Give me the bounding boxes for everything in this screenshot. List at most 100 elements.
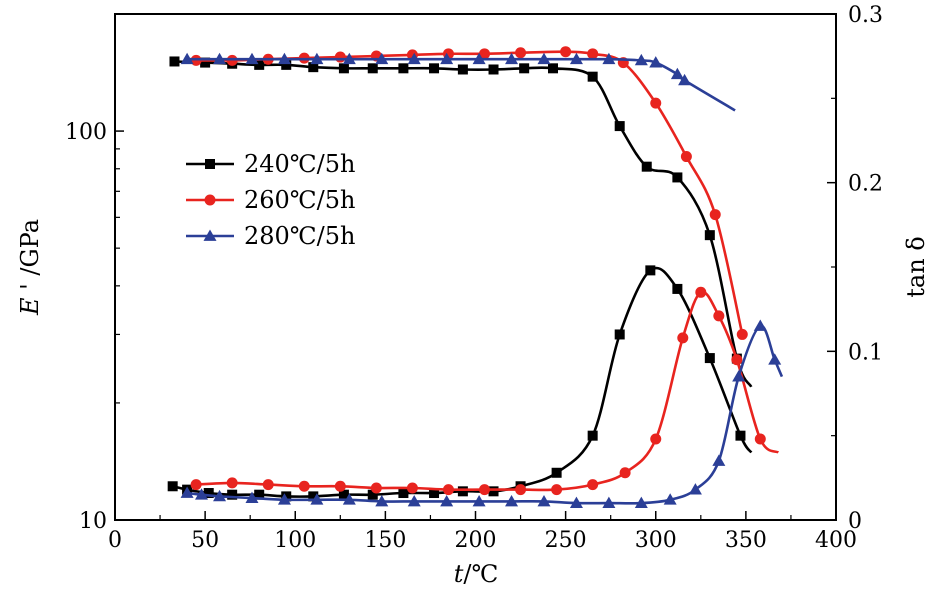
- x-tick-label: 300: [635, 528, 677, 553]
- y-left-tick-label: 10: [79, 509, 107, 534]
- modulus-point: [277, 52, 291, 65]
- tan-delta-point: [190, 479, 202, 491]
- legend-label: 280℃/5h: [244, 222, 355, 250]
- x-tick-label: 50: [191, 528, 219, 553]
- modulus-point: [569, 52, 583, 65]
- modulus-point: [670, 67, 684, 80]
- tan-delta-point: [342, 493, 356, 505]
- tan-delta-point: [768, 353, 782, 365]
- legend-marker: [205, 159, 215, 169]
- y-right-tick-label: 0.1: [848, 340, 883, 365]
- tan-delta-point: [505, 494, 519, 507]
- tan-delta-point: [515, 484, 527, 496]
- modulus-point: [308, 62, 319, 73]
- modulus-point: [488, 64, 499, 75]
- modulus-point: [398, 63, 409, 74]
- tan-delta-point: [226, 477, 238, 489]
- tan-delta-point: [334, 480, 346, 492]
- legend: 240℃/5h 260℃/5h 280℃/5h: [186, 150, 355, 250]
- x-tick-label: 350: [725, 528, 767, 553]
- y-axis-right-label: tan δ: [902, 236, 930, 298]
- tan-delta-point: [281, 491, 292, 502]
- tan-delta-point: [298, 480, 310, 492]
- x-axis-label: t/℃: [454, 560, 499, 588]
- tan-delta-point: [245, 491, 259, 503]
- legend-item-3: 280℃/5h: [186, 222, 355, 250]
- x-tick-label: 250: [545, 528, 587, 553]
- modulus-point: [680, 151, 692, 163]
- modulus-point: [709, 209, 721, 221]
- modulus-point: [440, 52, 454, 65]
- axis-ticks: 0 50 100 150 200 250 300 350 400 10 100 0 0.1 0.2 0.3: [65, 3, 883, 553]
- modulus-point: [614, 121, 625, 132]
- tan-delta-point: [688, 483, 702, 495]
- modulus-point: [641, 161, 652, 172]
- modulus-point: [704, 230, 715, 241]
- modulus-point: [338, 63, 349, 74]
- modulus-point: [200, 57, 211, 68]
- modulus-point: [602, 52, 616, 65]
- tan-delta-point: [537, 494, 551, 507]
- modulus-point: [650, 97, 662, 109]
- y-axis-left-var: E ': [16, 276, 44, 316]
- legend-marker: [203, 229, 217, 241]
- modulus-point: [429, 63, 440, 74]
- series-layer: [167, 46, 784, 509]
- tan-delta-point: [277, 493, 291, 505]
- tan-delta-point: [587, 479, 599, 491]
- tan-delta-point: [180, 486, 194, 498]
- modulus-point: [213, 52, 227, 65]
- tan-delta-point: [407, 494, 421, 507]
- tan-delta-line: [196, 290, 780, 492]
- modulus-point: [548, 63, 559, 74]
- legend-item-2: 260℃/5h: [186, 186, 355, 214]
- modulus-point: [678, 73, 692, 86]
- tan-delta-point: [634, 496, 648, 509]
- tan-delta-point: [663, 493, 677, 505]
- tan-delta-point: [614, 329, 625, 340]
- tan-delta-point: [370, 482, 382, 494]
- tan-delta-point: [457, 486, 468, 497]
- modulus-point: [334, 51, 346, 63]
- tan-delta-point: [731, 354, 743, 366]
- tan-delta-point: [704, 353, 715, 364]
- modulus-point: [457, 64, 468, 75]
- tan-delta-point: [645, 265, 656, 276]
- tan-delta-point: [406, 482, 418, 494]
- series-3: [180, 52, 784, 509]
- tan-delta-point: [398, 488, 409, 499]
- modulus-point: [634, 53, 648, 66]
- modulus-point: [587, 71, 598, 82]
- tan-delta-point: [735, 430, 746, 441]
- x-tick-label: 0: [108, 528, 122, 553]
- y-left-tick-label: 100: [65, 120, 107, 145]
- modulus-point: [180, 52, 194, 65]
- tan-delta-point: [308, 491, 319, 502]
- legend-label: 260℃/5h: [244, 186, 355, 214]
- tan-delta-point: [488, 486, 499, 497]
- tan-delta-point: [754, 433, 766, 445]
- modulus-point: [407, 52, 421, 65]
- modulus-point: [587, 48, 599, 60]
- modulus-point: [479, 48, 491, 60]
- legend-label: 240℃/5h: [244, 150, 355, 178]
- x-tick-label: 150: [364, 528, 406, 553]
- modulus-point: [736, 328, 748, 340]
- tan-delta-point: [732, 370, 746, 382]
- modulus-point: [537, 52, 551, 65]
- modulus-point: [672, 172, 683, 183]
- x-tick-label: 400: [815, 528, 857, 553]
- modulus-point: [254, 59, 265, 70]
- tan-delta-point: [569, 496, 583, 509]
- modulus-point: [649, 56, 663, 68]
- tan-delta-point: [753, 319, 767, 331]
- modulus-point: [310, 52, 324, 65]
- y-axis-left-label: E ' /GPa: [16, 219, 44, 316]
- tan-delta-point: [254, 489, 265, 500]
- modulus-point: [342, 52, 356, 65]
- tan-delta-point: [429, 488, 440, 499]
- legend-item-1: 240℃/5h: [186, 150, 355, 178]
- tan-delta-point: [713, 310, 725, 322]
- tan-delta-point: [650, 433, 662, 445]
